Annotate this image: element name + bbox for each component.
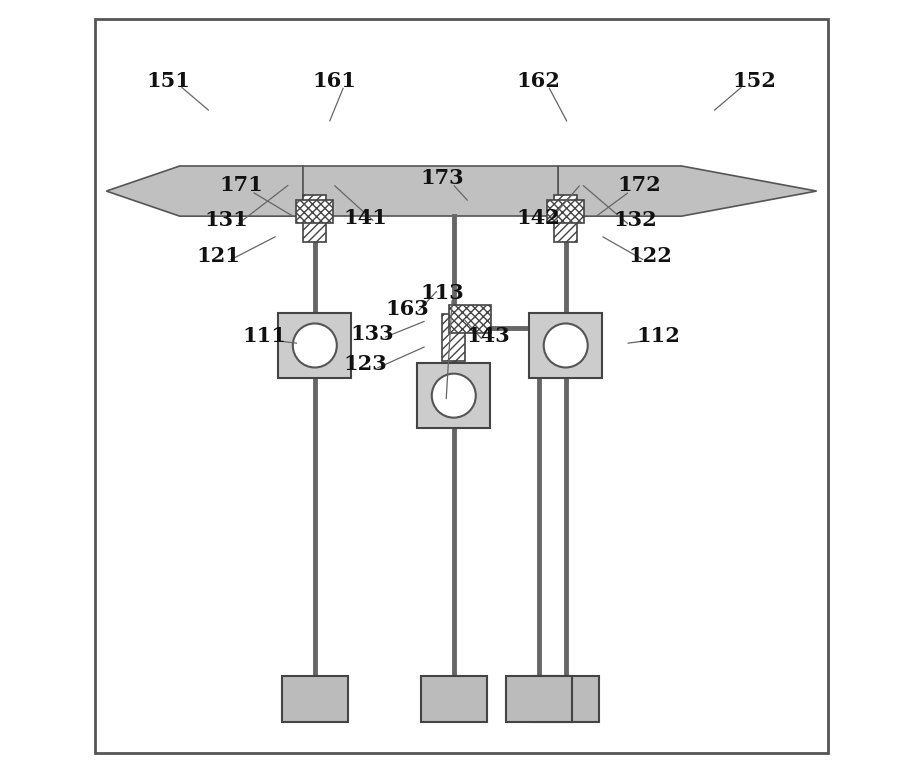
Text: 172: 172	[617, 175, 661, 195]
Text: 131: 131	[204, 210, 248, 230]
Text: 132: 132	[613, 210, 657, 230]
Bar	[417, 363, 490, 428]
Text: 173: 173	[420, 168, 464, 188]
Text: 133: 133	[351, 323, 394, 344]
Bar	[506, 676, 571, 722]
Text: 152: 152	[733, 71, 777, 91]
Bar	[533, 676, 598, 722]
Circle shape	[432, 374, 475, 418]
Bar	[296, 200, 333, 223]
Text: 122: 122	[629, 246, 673, 266]
Bar	[554, 195, 577, 242]
Bar	[442, 314, 465, 361]
Text: 171: 171	[220, 175, 263, 195]
Text: 123: 123	[343, 354, 387, 374]
Text: 113: 113	[420, 283, 464, 303]
Text: 112: 112	[637, 326, 680, 346]
Polygon shape	[558, 166, 817, 216]
Text: 151: 151	[146, 71, 190, 91]
Bar	[450, 305, 491, 333]
Text: 121: 121	[197, 246, 240, 266]
Text: 111: 111	[243, 326, 286, 346]
Bar	[547, 200, 584, 223]
Bar	[278, 313, 352, 378]
Text: 141: 141	[343, 208, 387, 228]
Text: 142: 142	[517, 208, 560, 228]
Text: 162: 162	[517, 71, 560, 91]
Text: 161: 161	[312, 71, 356, 91]
Circle shape	[293, 323, 337, 367]
Bar	[421, 676, 486, 722]
Text: 143: 143	[467, 326, 510, 346]
Bar	[529, 313, 603, 378]
Text: 163: 163	[386, 299, 429, 319]
Circle shape	[544, 323, 588, 367]
Polygon shape	[106, 166, 304, 216]
Bar	[282, 676, 348, 722]
Bar	[304, 195, 327, 242]
Bar	[304, 166, 558, 216]
